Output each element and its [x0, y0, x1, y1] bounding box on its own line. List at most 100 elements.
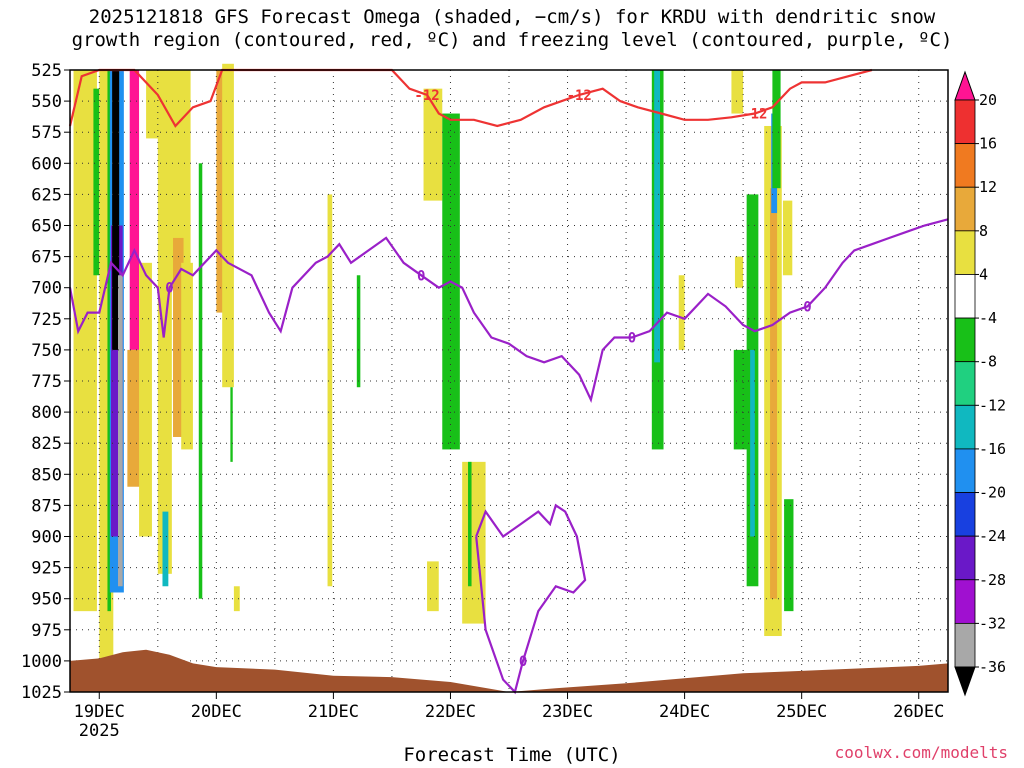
y-tick-label: 625: [31, 185, 62, 205]
y-tick-label: 900: [31, 528, 62, 548]
x-tick-label: 19DEC: [74, 702, 125, 722]
x-tick-label: 26DEC: [893, 702, 944, 722]
omega-shade-yellow-17: [181, 262, 193, 450]
contour-label: 0: [417, 268, 425, 284]
omega-shade-green-21: [230, 387, 233, 462]
colorbar-label: -24: [979, 527, 1006, 545]
colorbar-label: 20: [979, 91, 997, 109]
omega-shade-cyan-36: [750, 349, 755, 537]
colorbar-segment: [954, 186, 976, 232]
y-tick-label: 675: [31, 248, 62, 268]
terrain-layer: [70, 649, 948, 692]
colorbar-segment: [954, 535, 976, 581]
colorbar-segment: [954, 143, 976, 188]
colorbar-segment: [954, 448, 976, 493]
y-tick-label: 600: [31, 154, 62, 174]
omega-shade-yellow-19: [222, 63, 234, 388]
omega-shade-green-42: [784, 499, 794, 612]
contour-label: 0: [519, 654, 527, 670]
omega-shade-cyan-13: [162, 511, 169, 587]
omega-shade-orange-38: [770, 188, 778, 599]
x-tick-label: 20DEC: [191, 702, 242, 722]
y-axis-ticks: 525 550 575 600 625 650 675 700 725 750 775 800 825 8…: [21, 61, 70, 703]
omega-shade-green-14: [198, 163, 203, 599]
colorbar-label: 16: [979, 135, 997, 153]
omega-shade-green-34: [733, 349, 749, 450]
omega-shade-yellow-31: [678, 275, 685, 350]
colorbar-label: -12: [979, 396, 1006, 414]
contour-label: 0: [165, 281, 173, 297]
contour-layer: -12 -12 -12 0 0 0 0 0: [68, 68, 949, 695]
y-tick-label: 950: [31, 590, 62, 610]
y-tick-label: 700: [31, 279, 62, 299]
contour-label: -12: [742, 107, 767, 123]
y-tick-label: 750: [31, 341, 62, 361]
colorbar-segment: [954, 317, 976, 363]
y-tick-label: 650: [31, 217, 62, 237]
colorbar-label: -4: [979, 309, 997, 327]
omega-shade-cyan-30: [654, 70, 661, 363]
omega-shading-layer: [73, 63, 794, 661]
contour-label: 0: [803, 299, 811, 315]
omega-shade-green-3: [107, 70, 111, 612]
site-credit-link[interactable]: coolwx.com/modelts: [834, 743, 1008, 762]
omega-shade-yellow-33: [734, 256, 744, 288]
colorbar-label: -8: [979, 353, 997, 371]
omega-shade-magenta-8: [129, 70, 140, 350]
y-tick-label: 725: [31, 310, 62, 330]
colorbar-label: -36: [979, 658, 1006, 676]
terrain-surface: [70, 649, 948, 692]
colorbar-segment: [954, 361, 976, 406]
contour-label: 0: [628, 330, 636, 346]
omega-shade-yellow-10: [139, 262, 152, 537]
omega-shade-yellow-20: [233, 586, 240, 612]
y-tick-label: 825: [31, 434, 62, 454]
omega-shade-black-6: [112, 70, 120, 350]
colorbar: 20 16 12 8 4 -4 -8 -12 -16 -20 -24 -28 -32 -36: [954, 70, 1006, 697]
x-tick-label: 24DEC: [659, 702, 710, 722]
omega-shade-green-27: [468, 461, 472, 587]
colorbar-label: -16: [979, 440, 1006, 458]
y-tick-label: 1025: [21, 683, 62, 703]
omega-shade-yellow-41: [782, 200, 793, 276]
omega-shade-yellow-15: [167, 70, 191, 288]
omega-shade-gray-7: [117, 275, 123, 587]
x-year-label: 2025: [79, 721, 120, 741]
omega-shade-yellow-28: [427, 561, 439, 612]
y-tick-label: 800: [31, 403, 62, 423]
colorbar-label: -20: [979, 484, 1006, 502]
omega-shade-orange-9: [127, 349, 142, 487]
x-axis-ticks: 19DEC 20DEC 21DEC 22DEC 23DEC 24DEC 25DEC 26DEC…: [74, 692, 944, 741]
colorbar-bottom-triangle: [954, 666, 976, 697]
colorbar-segment: [954, 404, 976, 450]
colorbar-segment: [954, 230, 976, 275]
x-tick-label: 21DEC: [308, 702, 359, 722]
y-tick-label: 775: [31, 372, 62, 392]
y-tick-label: 1000: [21, 652, 62, 672]
omega-shade-green-1: [93, 88, 100, 276]
y-tick-label: 575: [31, 123, 62, 143]
colorbar-label: 4: [979, 265, 988, 283]
x-tick-label: 25DEC: [776, 702, 827, 722]
omega-shade-yellow-32: [731, 70, 744, 114]
y-tick-label: 975: [31, 621, 62, 641]
omega-shade-yellow-0: [73, 70, 97, 612]
contour-freezing_0: [68, 218, 949, 404]
x-tick-label: 23DEC: [542, 702, 593, 722]
y-tick-label: 525: [31, 61, 62, 81]
omega-shade-green-23: [356, 275, 361, 388]
omega-shade-orange-16: [173, 237, 184, 437]
omega-shade-purple-5: [110, 225, 123, 537]
y-tick-label: 550: [31, 92, 62, 112]
omega-shade-green-40: [772, 70, 781, 189]
y-tick-label: 850: [31, 465, 62, 485]
x-tick-label: 22DEC: [425, 702, 476, 722]
chart-title: 2025121818 GFS Forecast Omega (shaded, −…: [71, 6, 953, 51]
contour-label: -12: [567, 88, 592, 104]
colorbar-label: 12: [979, 178, 997, 196]
colorbar-label: -32: [979, 614, 1006, 632]
colorbar-top-triangle: [954, 70, 976, 101]
contour-dgz_minus12: [68, 68, 873, 128]
colorbar-segment: [954, 579, 976, 624]
